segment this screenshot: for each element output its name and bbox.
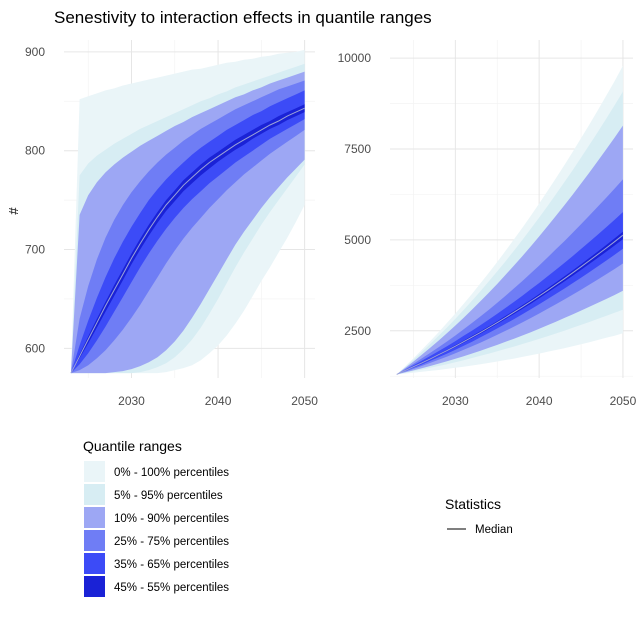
x-tick-label: 2050	[610, 394, 637, 408]
median-line	[396, 234, 624, 375]
y-axis-title: #	[6, 207, 21, 215]
y-tick-label: 700	[25, 243, 45, 257]
chart-title: Senestivity to interaction effects in qu…	[54, 8, 432, 27]
x-tick-label: 2050	[291, 394, 318, 408]
legend-swatch	[84, 553, 105, 574]
quantile-band	[396, 125, 623, 375]
left-panel: 2030 2040 2050 600 700 800 900	[25, 40, 318, 408]
legend-swatch	[84, 461, 105, 482]
y-tick-label: 900	[25, 45, 45, 59]
y-tick-label: 5000	[344, 233, 371, 247]
right-panel: 2030 2040 2050 2500 5000 7500 10000	[338, 40, 637, 408]
y-tick-label: 10000	[338, 51, 372, 65]
legend-swatch	[84, 484, 105, 505]
legend-swatch	[84, 576, 105, 597]
statistics-legend-title: Statistics	[445, 496, 501, 512]
legend-swatch	[84, 507, 105, 528]
quantile-ranges-legend: Quantile ranges 0% - 100% percentiles 5% -…	[83, 438, 229, 597]
legend-label: 25% - 75% percentiles	[114, 536, 229, 548]
median-line	[70, 107, 305, 374]
y-tick-label: 800	[25, 144, 45, 158]
legend-label: 5% - 95% percentiles	[114, 490, 223, 502]
x-tick-label: 2030	[442, 394, 469, 408]
x-tick-label: 2040	[526, 394, 553, 408]
statistics-legend: Statistics Median	[445, 496, 513, 536]
x-tick-label: 2040	[205, 394, 232, 408]
legend-label: 10% - 90% percentiles	[114, 513, 229, 525]
x-tick-label: 2030	[118, 394, 145, 408]
legend-title: Quantile ranges	[83, 438, 182, 454]
y-tick-label: 7500	[344, 142, 371, 156]
y-tick-label: 600	[25, 341, 45, 355]
y-tick-label: 2500	[344, 324, 371, 338]
legend-label: 35% - 65% percentiles	[114, 559, 229, 571]
legend-label: 45% - 55% percentiles	[114, 582, 229, 594]
legend-swatch	[84, 530, 105, 551]
statistics-legend-label: Median	[475, 524, 513, 536]
legend-label: 0% - 100% percentiles	[114, 467, 229, 479]
